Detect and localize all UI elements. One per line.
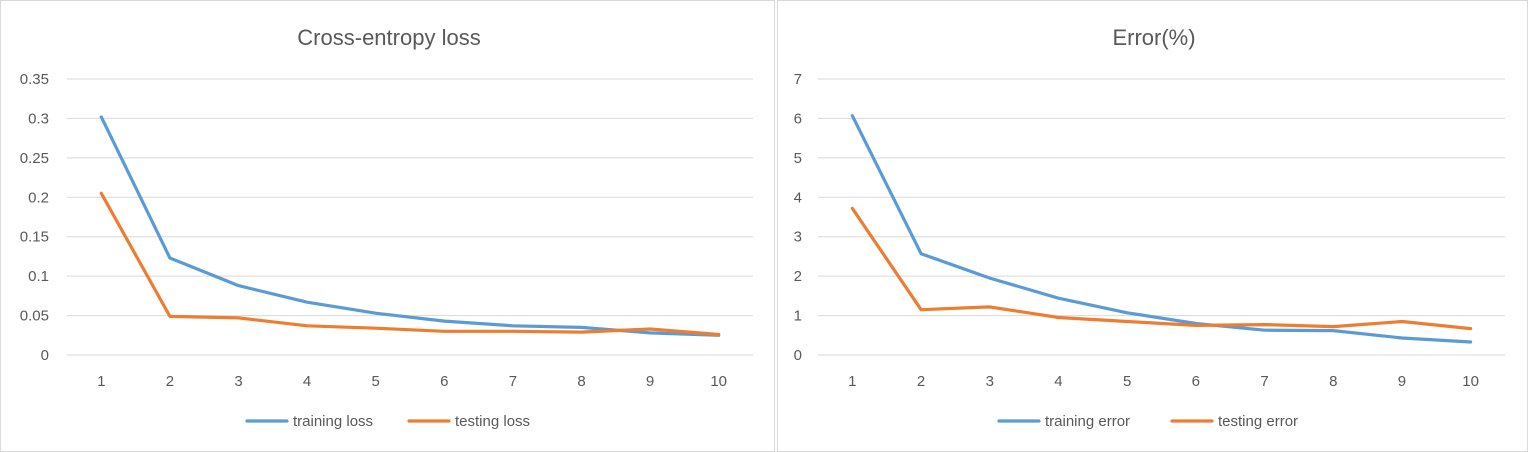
y-tick-label: 6 (794, 110, 802, 127)
x-tick-label: 9 (1398, 373, 1406, 390)
x-tick-label: 2 (917, 373, 925, 390)
series-line-testing-error (850, 206, 1473, 331)
y-tick-label: 0 (794, 347, 802, 364)
chart-title: Cross-entropy loss (297, 25, 480, 50)
x-tick-label: 3 (234, 373, 242, 390)
legend-label: training loss (293, 413, 373, 430)
legend-label: testing loss (455, 413, 530, 430)
y-tick-label: 0.15 (20, 229, 49, 246)
x-tick-label: 4 (303, 373, 311, 390)
y-tick-label: 5 (794, 150, 802, 167)
x-tick-label: 6 (440, 373, 448, 390)
x-tick-label: 5 (372, 373, 380, 390)
x-tick-label: 7 (509, 373, 517, 390)
error-chart: Error(%) 0 1 2 3 4 5 6 7 1 2 3 4 5 6 7 8 9 10 training erro… (794, 25, 1505, 430)
y-tick-label: 0.05 (20, 308, 49, 325)
y-tick-label: 2 (794, 268, 802, 285)
x-tick-label: 8 (577, 373, 585, 390)
x-tick-label: 4 (1054, 373, 1062, 390)
y-tick-label: 1 (794, 308, 802, 325)
y-tick-label: 4 (794, 189, 802, 206)
y-tick-label: 7 (794, 71, 802, 88)
y-tick-label: 0.3 (28, 110, 49, 127)
x-tick-label: 1 (97, 373, 105, 390)
loss-chart-panel: Cross-entropy loss 0 0.05 0.1 0.15 0.2 0.25 0.3… (0, 0, 775, 452)
x-tick-label: 2 (166, 373, 174, 390)
x-tick-label: 10 (710, 373, 727, 390)
error-chart-panel: Error(%) 0 1 2 3 4 5 6 7 1 2 3 4 5 6 7 8 9 10 training erro… (777, 0, 1528, 452)
x-tick-label: 5 (1123, 373, 1131, 390)
y-tick-label: 0.2 (28, 189, 49, 206)
y-tick-label: 0.35 (20, 71, 49, 88)
y-tick-label: 0.1 (28, 268, 49, 285)
x-tick-label: 6 (1192, 373, 1200, 390)
x-tick-label: 9 (646, 373, 654, 390)
x-tick-label: 10 (1462, 373, 1479, 390)
series-line-training-error (850, 114, 1473, 344)
y-tick-label: 3 (794, 229, 802, 246)
series-line-testing-loss (99, 191, 721, 337)
series-line-training-loss (99, 115, 721, 337)
x-tick-label: 3 (986, 373, 994, 390)
x-tick-label: 1 (848, 373, 856, 390)
loss-chart: Cross-entropy loss 0 0.05 0.1 0.15 0.2 0.25 0.3… (20, 25, 753, 430)
y-tick-label: 0.25 (20, 150, 49, 167)
x-tick-label: 7 (1260, 373, 1268, 390)
legend-label: testing error (1218, 413, 1298, 430)
legend-label: training error (1045, 413, 1130, 430)
x-tick-label: 8 (1329, 373, 1337, 390)
y-tick-label: 0 (41, 347, 49, 364)
chart-title: Error(%) (1112, 25, 1195, 50)
